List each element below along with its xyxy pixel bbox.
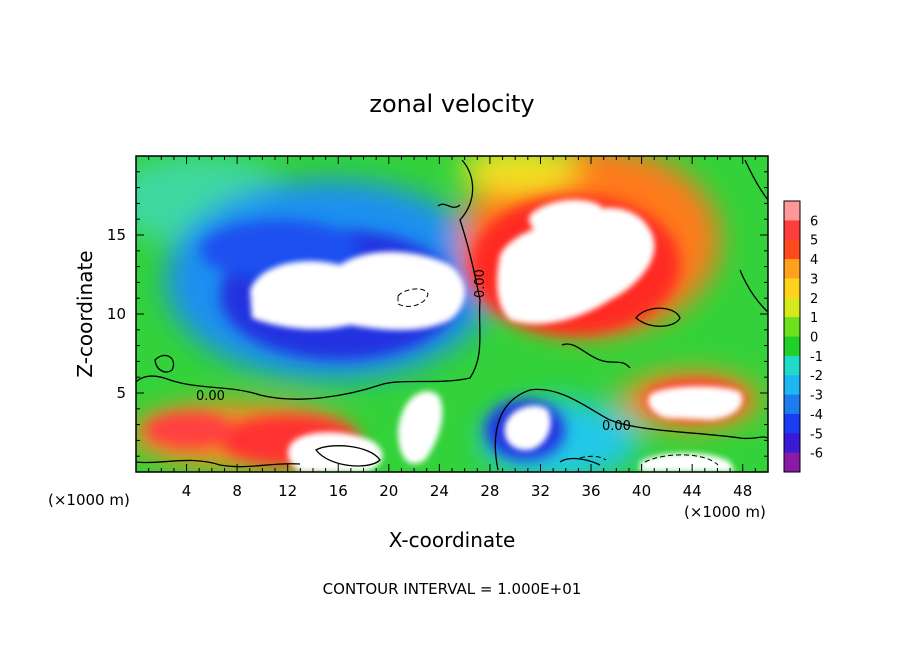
colorbar-swatch: [784, 355, 800, 376]
positive-core-upper: [529, 199, 603, 235]
x-axis-ticks: 4 8 12 16 20 24 28 32 36 40 44 48: [148, 156, 756, 500]
lower-center-contour: [315, 445, 381, 467]
x-tick-label: 4: [182, 482, 192, 500]
colorbar-swatch: [784, 433, 800, 454]
x-tick-label: 28: [480, 482, 499, 500]
colorbar-swatch: [784, 452, 800, 473]
x-tick-label: 48: [733, 482, 752, 500]
footer-note: CONTOUR INTERVAL = 1.000E+01: [323, 580, 582, 598]
colorbar-label: 6: [810, 214, 818, 229]
colorbar-swatch: [784, 336, 800, 357]
colorbar-swatch: [784, 259, 800, 279]
right-small-contour: [635, 307, 681, 327]
colorbar-label: -2: [810, 369, 823, 384]
zero-contour-right: [494, 388, 768, 471]
colorbar-label: 3: [810, 272, 818, 287]
colorbar-swatch: [784, 413, 800, 434]
colorbar-label: 0: [810, 331, 818, 346]
contour-label-vertical: 0.00: [473, 269, 488, 298]
colorbar-label: 2: [810, 292, 818, 307]
colorbar-label: -4: [810, 408, 823, 423]
contour-lines: [136, 159, 768, 471]
chart-title: zonal velocity: [369, 90, 534, 118]
colorbar-swatch: [784, 317, 800, 337]
x-units-right: (×1000 m): [684, 503, 766, 521]
y-tick-label: 5: [116, 384, 126, 402]
colorbar-label: -6: [810, 447, 823, 462]
zero-contour-center: [136, 159, 481, 400]
x-axis-label: X-coordinate: [389, 528, 516, 552]
dashed-contours: [397, 288, 719, 466]
colorbar-swatch: [784, 278, 800, 299]
colorbar-label: 5: [810, 234, 818, 249]
contour-label-left: 0.00: [196, 389, 225, 404]
colorbar-swatch: [784, 239, 800, 260]
y-axis-label: Z-coordinate: [73, 250, 97, 377]
colorbar-swatch: [784, 220, 800, 241]
colorbar: -6 -5 -4 -3 -2 -1 0 1 2 3 4 5 6: [783, 200, 823, 473]
zero-contour-bottom: [136, 459, 301, 468]
colorbar-swatch: [784, 375, 800, 396]
colorbar-swatch: [784, 394, 800, 415]
x-tick-label: 16: [329, 482, 348, 500]
top-left-contour: [437, 203, 461, 208]
lower-core-2: [288, 432, 383, 472]
dashed-contour-bottom-right: [644, 454, 719, 466]
lower-positive-left: [145, 412, 235, 448]
right-wavy-contour: [561, 343, 631, 369]
yellow-fringe-top: [460, 156, 580, 195]
heatmap-field: 0.00 0.00 0.00: [136, 156, 768, 472]
right-core: [648, 386, 743, 420]
x-tick-label: 20: [379, 482, 398, 500]
y-tick-label: 10: [107, 305, 126, 323]
right-edge-contour: [739, 269, 768, 313]
negative-core: [250, 251, 465, 330]
y-tick-label: 15: [107, 226, 126, 244]
x-tick-label: 24: [430, 482, 449, 500]
y-axis-ticks: 5 10 15: [107, 171, 768, 457]
dashed-contour-core: [397, 288, 429, 307]
x-units-left: (×1000 m): [48, 491, 130, 509]
x-tick-label: 8: [232, 482, 242, 500]
lower-core-1: [398, 391, 443, 464]
positive-core: [497, 207, 655, 324]
dashed-contour-bottom: [579, 455, 607, 461]
lower-right-contour: [559, 457, 601, 466]
x-tick-label: 12: [278, 482, 297, 500]
colorbar-swatch: [784, 297, 800, 318]
bottom-right-core: [640, 453, 735, 472]
contour-label-right: 0.00: [602, 419, 631, 434]
x-tick-label: 36: [581, 482, 600, 500]
colorbar-label: -5: [810, 427, 823, 442]
lower-negative-core: [504, 405, 551, 451]
colorbar-swatch: [784, 201, 800, 221]
x-tick-label: 44: [683, 482, 702, 500]
left-small-contour: [154, 354, 175, 373]
colorbar-label: 1: [810, 311, 818, 326]
colorbar-label: -3: [810, 389, 823, 404]
top-right-contour: [744, 159, 768, 201]
x-tick-label: 40: [632, 482, 651, 500]
x-tick-label: 32: [531, 482, 550, 500]
colorbar-frame: [783, 200, 801, 473]
colorbar-label: 4: [810, 253, 818, 268]
colorbar-label: -1: [810, 350, 823, 365]
